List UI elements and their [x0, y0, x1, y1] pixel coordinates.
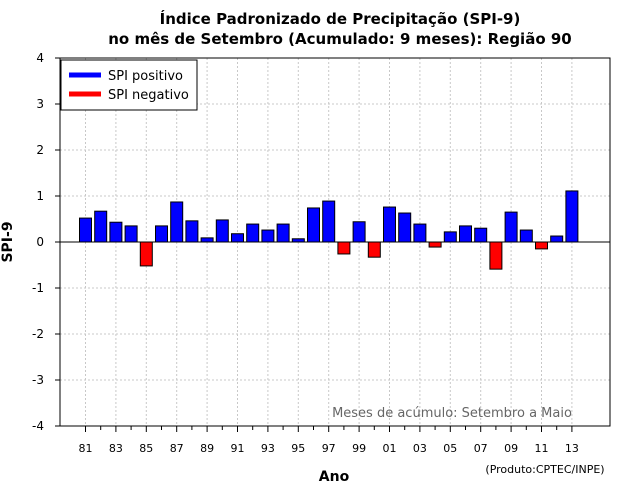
bar-2009: [504, 211, 518, 243]
x-tick-label: 03: [413, 442, 427, 455]
bar-2011: [535, 241, 548, 250]
bar-2006: [459, 225, 472, 243]
bar-1982: [94, 210, 108, 243]
x-tick-label: 93: [261, 442, 275, 455]
legend-positive-label: SPI positivo: [108, 69, 183, 84]
bar-1990: [215, 219, 229, 243]
bar-1998: [337, 241, 351, 255]
bar-1996: [307, 207, 320, 243]
x-tick-label: 85: [139, 442, 153, 455]
bar-2004: [428, 241, 442, 248]
bar-1999: [352, 221, 366, 243]
y-tick-label: 3: [36, 97, 44, 111]
x-tick-label: 09: [504, 442, 518, 455]
y-tick-label: 1: [36, 189, 44, 203]
legend: SPI positivo SPI negativo: [60, 59, 198, 111]
bar-1993: [261, 229, 275, 243]
bar-2012: [550, 235, 564, 243]
chart-title-line2: no mês de Setembro (Acumulado: 9 meses):…: [108, 30, 571, 48]
y-axis-label: SPI-9: [0, 221, 16, 262]
chart-title-line1: Índice Padronizado de Precipitação (SPI-…: [160, 9, 521, 28]
bar-1981: [79, 217, 92, 243]
product-credit: (Produto:CPTEC/INPE): [485, 463, 604, 476]
bar-2001: [383, 206, 396, 243]
bar-2008: [489, 241, 503, 270]
y-tick-label: 2: [36, 143, 44, 157]
bar-1983: [109, 221, 123, 243]
x-tick-label: 89: [200, 442, 214, 455]
x-tick-label: 11: [535, 442, 549, 455]
bars-group: [79, 190, 579, 270]
bar-2002: [398, 212, 412, 243]
x-axis-label: Ano: [319, 469, 350, 485]
bar-1994: [276, 223, 290, 243]
x-tick-label: 97: [322, 442, 336, 455]
bar-1997: [322, 200, 336, 243]
x-tick-label: 81: [79, 442, 93, 455]
x-tick-label: 83: [109, 442, 123, 455]
x-tick-label: 13: [565, 442, 579, 455]
x-tick-label: 87: [170, 442, 184, 455]
bar-2003: [413, 223, 427, 243]
y-tick-label: -2: [32, 327, 44, 341]
x-tick-label: 99: [352, 442, 366, 455]
y-tick-label: 4: [36, 51, 44, 65]
bar-1987: [170, 201, 184, 243]
x-tick-label: 05: [443, 442, 457, 455]
x-axis-ticks: 81 83 85 87 89 91 93 95 97 99 01 03 05 07 09 11 13: [79, 426, 579, 455]
y-tick-label: 0: [36, 235, 44, 249]
legend-negative-label: SPI negativo: [108, 88, 189, 103]
x-tick-label: 07: [474, 442, 488, 455]
bar-2000: [367, 241, 381, 258]
bar-1984: [124, 225, 138, 243]
bar-2007: [474, 227, 488, 243]
y-tick-label: -4: [32, 419, 44, 433]
bar-1991: [231, 233, 244, 243]
y-tick-label: -1: [32, 281, 44, 295]
y-tick-label: -3: [32, 373, 44, 387]
x-tick-label: 91: [231, 442, 245, 455]
bar-1988: [185, 220, 199, 243]
x-tick-label: 95: [291, 442, 305, 455]
legend-box: [60, 59, 198, 111]
bar-2010: [519, 229, 533, 243]
bar-2005: [443, 231, 457, 243]
bar-1985: [139, 241, 153, 267]
y-axis-ticks: 4 3 2 1 0 -1 -2 -3 -4: [32, 51, 60, 433]
bar-1992: [246, 223, 260, 243]
bar-1986: [155, 225, 168, 243]
bar-2013: [565, 190, 579, 243]
accumulation-annotation: Meses de acúmulo: Setembro a Maio: [332, 406, 572, 421]
x-tick-label: 01: [383, 442, 397, 455]
bar-1989: [200, 237, 214, 243]
